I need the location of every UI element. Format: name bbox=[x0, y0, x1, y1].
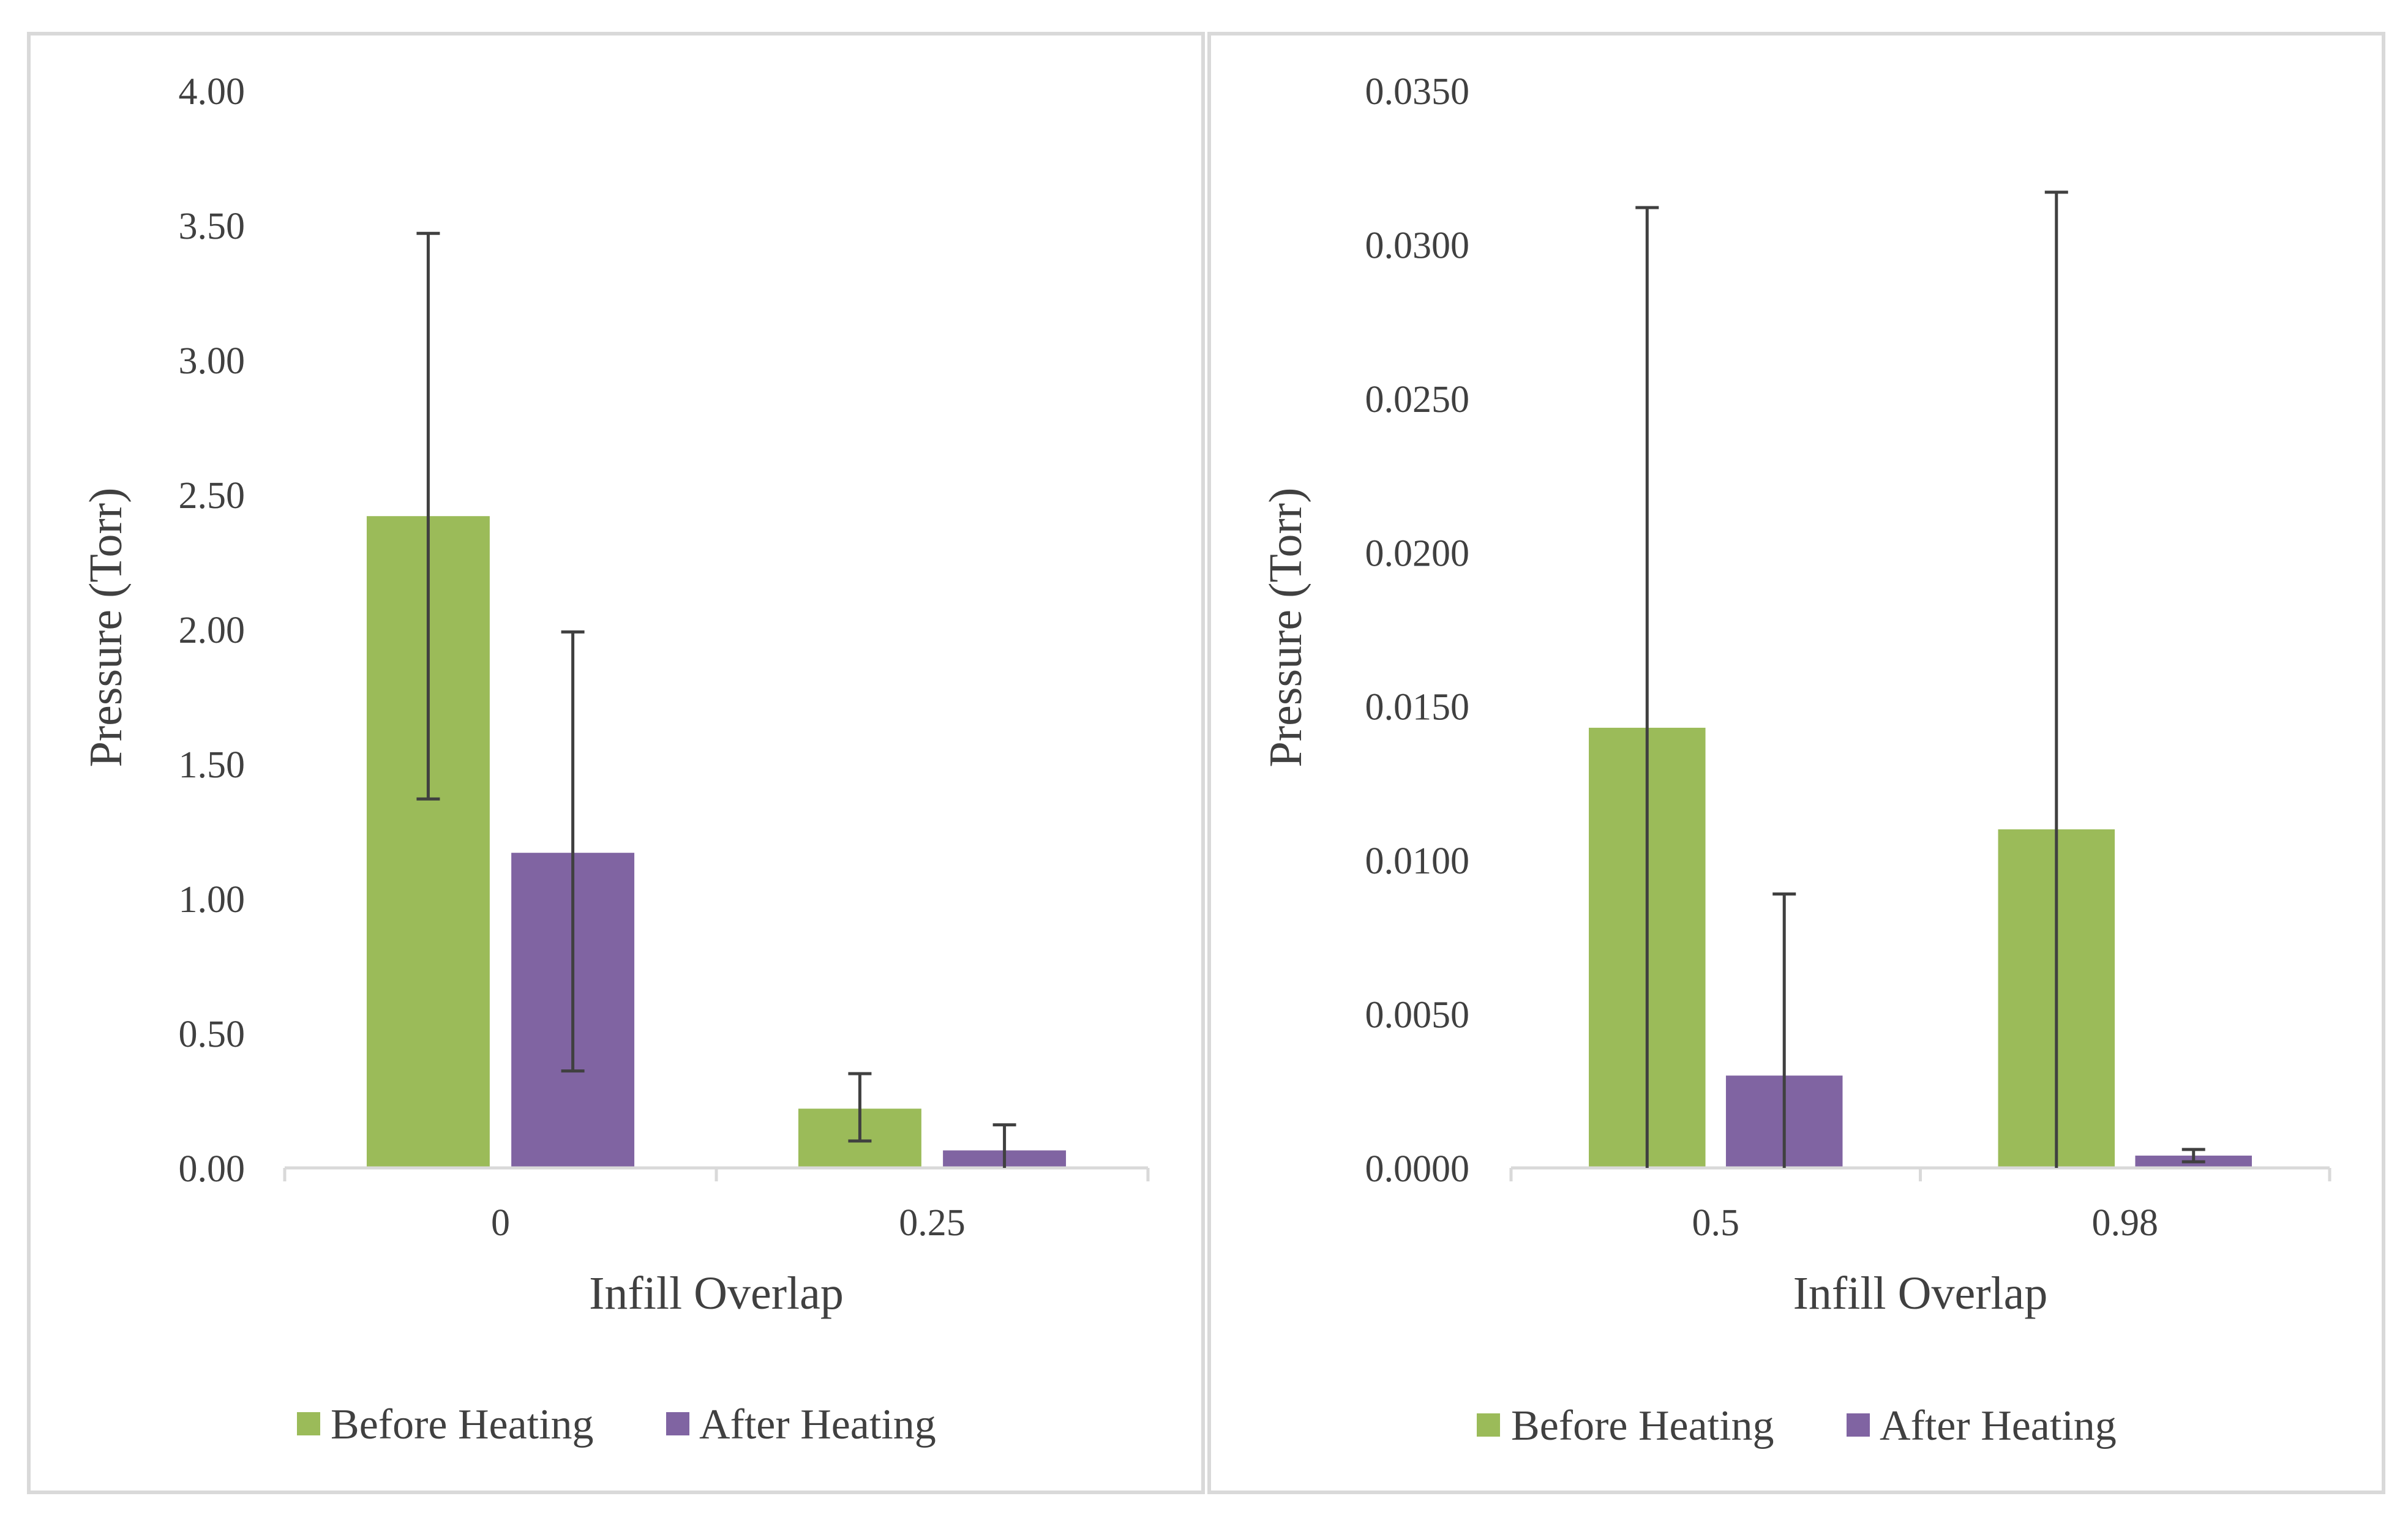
right-legend-swatch-before bbox=[1477, 1413, 1500, 1437]
left-legend-swatch-after bbox=[666, 1412, 689, 1435]
left-y-axis-title: Pressure (Torr) bbox=[80, 488, 132, 768]
right-y-tick-label: 0.0150 bbox=[1365, 687, 1470, 728]
right-legend-label-after: After Heating bbox=[1880, 1402, 2117, 1449]
right-error-bar-after-1 bbox=[2181, 1148, 2205, 1164]
left-error-bar-before-1 bbox=[848, 1072, 872, 1143]
right-error-bar-before-0 bbox=[1635, 206, 1659, 1168]
left-y-tick-label: 2.50 bbox=[179, 475, 246, 517]
right-y-tick-label: 0.0000 bbox=[1365, 1148, 1470, 1190]
right-error-bar-after-0 bbox=[1772, 892, 1796, 1168]
right-y-tick-label: 0.0200 bbox=[1365, 533, 1470, 574]
right-x-tick-label: 0.98 bbox=[2092, 1202, 2159, 1244]
left-error-bar-after-1 bbox=[992, 1123, 1016, 1168]
left-x-axis-title: Infill Overlap bbox=[589, 1268, 844, 1319]
left-chart-frame bbox=[27, 32, 1205, 1494]
right-x-axis-title: Infill Overlap bbox=[1793, 1268, 2048, 1319]
left-y-tick-label: 2.00 bbox=[179, 610, 246, 651]
right-chart: 0.0000 0.0050 0.0100 0.0150 0.0200 0.0250 0.03… bbox=[1260, 71, 2331, 1449]
right-y-tick-label: 0.0350 bbox=[1365, 71, 1470, 113]
right-y-tick-label: 0.0100 bbox=[1365, 840, 1470, 882]
left-legend: Before Heating After Heating bbox=[297, 1401, 936, 1448]
left-y-tick-label: 1.00 bbox=[179, 879, 246, 921]
left-y-tick-label: 0.50 bbox=[179, 1014, 246, 1055]
right-legend-label-before: Before Heating bbox=[1511, 1402, 1774, 1449]
left-error-bar-before-0 bbox=[416, 231, 440, 801]
right-legend-swatch-after bbox=[1847, 1413, 1870, 1437]
right-y-axis-title: Pressure (Torr) bbox=[1260, 488, 1311, 768]
left-x-tick-label: 0.25 bbox=[899, 1202, 966, 1244]
right-y-tick-label: 0.0250 bbox=[1365, 379, 1470, 421]
left-legend-label-after: After Heating bbox=[699, 1401, 936, 1448]
left-y-tick-label: 3.50 bbox=[179, 206, 246, 247]
right-y-tick-label: 0.0050 bbox=[1365, 995, 1470, 1036]
left-chart: 0.00 0.50 1.00 1.50 2.00 2.50 3.00 3.50 4.00 Pres… bbox=[80, 71, 1150, 1448]
left-y-tick-label: 4.00 bbox=[179, 71, 246, 113]
left-legend-swatch-before bbox=[297, 1412, 320, 1435]
right-y-tick-label: 0.0300 bbox=[1365, 225, 1470, 266]
left-x-tick-label: 0 bbox=[491, 1202, 510, 1244]
right-error-bar-before-1 bbox=[2044, 190, 2068, 1168]
left-y-tick-label: 0.00 bbox=[179, 1148, 246, 1190]
right-x-tick-label: 0.5 bbox=[1692, 1202, 1740, 1244]
right-chart-frame bbox=[1207, 32, 2385, 1494]
left-error-bar-after-0 bbox=[561, 630, 585, 1073]
left-y-tick-label: 1.50 bbox=[179, 744, 246, 786]
left-legend-label-before: Before Heating bbox=[331, 1401, 594, 1448]
left-y-tick-label: 3.00 bbox=[179, 340, 246, 382]
right-legend: Before Heating After Heating bbox=[1477, 1402, 2117, 1449]
